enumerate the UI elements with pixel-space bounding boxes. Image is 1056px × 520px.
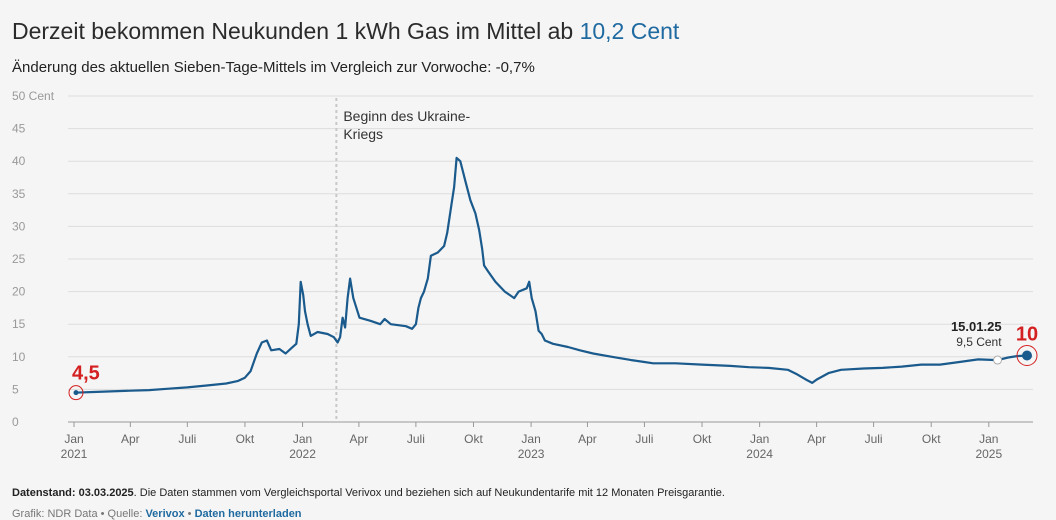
x-tick-label: Okt — [922, 432, 941, 446]
x-tick-label: Okt — [693, 432, 712, 446]
y-tick-label: 25 — [12, 252, 26, 266]
download-link[interactable]: Daten herunterladen — [194, 508, 302, 520]
x-tick-label: Okt — [236, 432, 255, 446]
y-tick-label: 40 — [12, 154, 26, 168]
x-tick-label: Juli — [865, 432, 883, 446]
data-note-text: . Die Daten stammen vom Vergleichsportal… — [133, 487, 725, 499]
x-tick-year: 2023 — [518, 447, 545, 461]
end-value-label: 10 — [1016, 323, 1038, 345]
y-tick-label: 20 — [12, 285, 26, 299]
credit-prefix: Grafik: NDR Data • Quelle: — [12, 508, 146, 520]
x-tick-year: 2024 — [746, 447, 773, 461]
credit-line: Grafik: NDR Data • Quelle: Verivox • Dat… — [12, 508, 302, 520]
start-highlight-circle — [68, 385, 84, 401]
y-axis-ticks: 0 5 10 15 20 25 30 35 40 45 50 Cent — [12, 89, 55, 429]
grid-lines — [68, 95, 1033, 423]
highlight-value-label: 9,5 Cent — [956, 335, 1002, 349]
x-tick-label: Apr — [350, 432, 369, 446]
data-stand-label: Datenstand: 03.03.2025 — [12, 487, 134, 499]
title-text: Derzeit bekommen Neukunden 1 kWh Gas im … — [12, 18, 574, 44]
chart-subtitle: Änderung des aktuellen Sieben-Tage-Mitte… — [12, 59, 535, 76]
x-tick-label: Juli — [635, 432, 653, 446]
y-tick-label: 5 — [12, 382, 19, 396]
end-highlight-circle — [1016, 344, 1038, 366]
event-label-line2: Kriegs — [343, 126, 383, 142]
start-value-label: 4,5 — [72, 363, 100, 385]
price-series-line — [73, 156, 1028, 394]
y-tick-label: 50 Cent — [12, 89, 55, 103]
source-link[interactable]: Verivox — [145, 508, 185, 520]
y-tick-label: 45 — [12, 122, 26, 136]
x-tick-label: Apr — [578, 432, 597, 446]
x-tick-label: Juli — [178, 432, 196, 446]
end-point[interactable] — [1022, 350, 1032, 361]
y-tick-label: 15 — [12, 317, 26, 331]
x-tick-label: Jan — [521, 432, 540, 446]
y-tick-label: 0 — [12, 415, 19, 429]
x-tick-label: Juli — [407, 432, 425, 446]
x-tick-label: Jan — [979, 432, 998, 446]
chart-title: Derzeit bekommen Neukunden 1 kWh Gas im … — [12, 18, 679, 45]
data-note: Datenstand: 03.03.2025. Die Daten stamme… — [12, 487, 725, 499]
y-tick-label: 35 — [12, 187, 26, 201]
x-tick-year: 2021 — [61, 447, 88, 461]
y-tick-label: 10 — [12, 350, 26, 364]
highlight-point — [993, 355, 1003, 365]
x-tick-label: Jan — [293, 432, 312, 446]
x-tick-label: Okt — [464, 432, 483, 446]
highlight-date-label: 15.01.25 — [951, 319, 1002, 334]
x-tick-label: Apr — [807, 432, 826, 446]
x-tick-year: 2025 — [975, 447, 1002, 461]
x-tick-label: Apr — [121, 432, 140, 446]
x-tick-year: 2022 — [289, 447, 316, 461]
y-tick-label: 30 — [12, 219, 26, 233]
event-label-line1: Beginn des Ukraine- — [343, 108, 470, 124]
x-tick-label: Jan — [750, 432, 769, 446]
credit-separator: • — [184, 508, 195, 520]
x-tick-label: Jan — [64, 432, 83, 446]
start-point — [73, 390, 79, 396]
title-value: 10,2 Cent — [579, 18, 680, 44]
